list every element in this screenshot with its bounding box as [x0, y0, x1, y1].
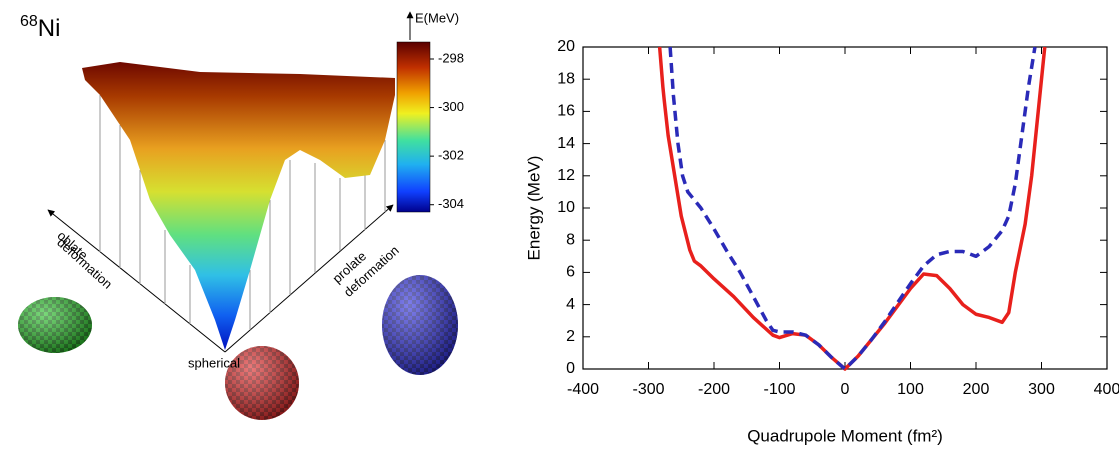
- y-tick-label: 10: [557, 199, 575, 216]
- y-tick-label: 0: [566, 360, 575, 377]
- y-tick-label: 8: [566, 231, 575, 248]
- y-tick-label: 6: [566, 264, 575, 281]
- x-tick-label: 0: [841, 381, 850, 398]
- oblate-label: deformation: [54, 235, 115, 292]
- surface-panel: 68Ni spherical oblate deformation prolat…: [18, 10, 459, 420]
- colorbar-tick-label: -302: [438, 148, 464, 163]
- y-tick-label: 20: [557, 38, 575, 55]
- y-tick-label: 14: [557, 135, 575, 152]
- colorbar-tick-label: -304: [438, 196, 464, 211]
- panel-title: 68Ni: [20, 13, 60, 42]
- y-axis-label: Energy (MeV): [524, 156, 543, 261]
- origin-label: spherical: [188, 355, 240, 370]
- x-tick-label: -100: [763, 381, 795, 398]
- data-line: [657, 46, 1047, 371]
- x-tick-label: -300: [632, 381, 664, 398]
- x-tick-label: -200: [698, 381, 730, 398]
- data-line: [668, 46, 1037, 371]
- y-tick-label: 16: [557, 103, 575, 120]
- x-axis-label: Quadrupole Moment (fm²): [747, 426, 943, 445]
- colorbar-tick-label: -300: [438, 99, 464, 114]
- colorbar-tick-label: -298: [438, 50, 464, 65]
- x-tick-label: 200: [963, 381, 990, 398]
- y-tick-label: 2: [566, 328, 575, 345]
- x-tick-label: 300: [1028, 381, 1055, 398]
- x-tick-label: 100: [897, 381, 924, 398]
- oblate-axis: [47, 209, 226, 353]
- colorbar: [396, 41, 431, 213]
- y-tick-label: 12: [557, 167, 575, 184]
- energy-surface: [82, 62, 395, 350]
- colorbar-label: E(MeV): [415, 10, 459, 25]
- drop-lines: [99, 95, 386, 330]
- mass-number: 68: [20, 13, 38, 30]
- element-symbol: Ni: [38, 15, 61, 42]
- y-tick-label: 4: [566, 296, 575, 313]
- x-tick-label: 400: [1094, 381, 1119, 398]
- y-tick-label: 18: [557, 70, 575, 87]
- x-tick-label: -400: [567, 381, 599, 398]
